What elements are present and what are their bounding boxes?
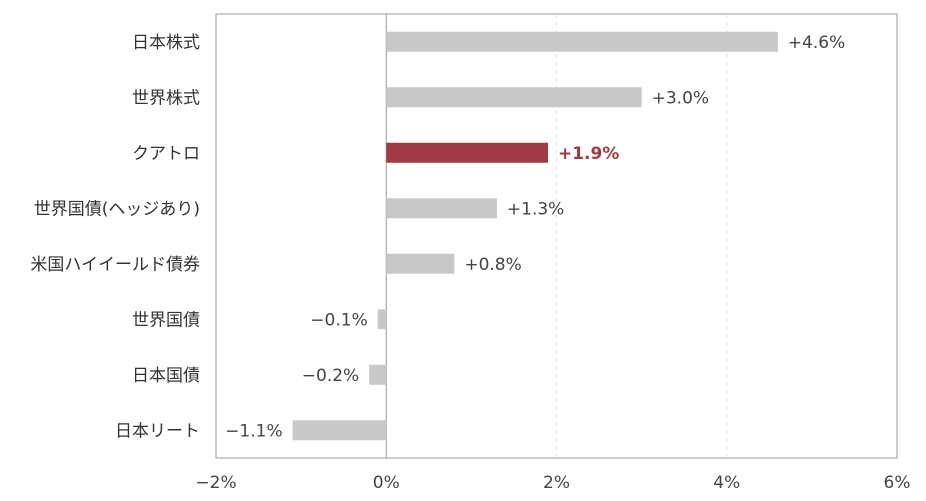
value-label: +4.6% bbox=[788, 33, 845, 53]
grid-layer bbox=[215, 13, 898, 459]
category-label: 世界国債(ヘッジあり) bbox=[34, 199, 200, 219]
x-tick-label: 4% bbox=[713, 473, 740, 493]
x-tick-label: 2% bbox=[543, 473, 570, 493]
category-label: 米国ハイイールド債券 bbox=[30, 255, 200, 275]
bar bbox=[386, 87, 642, 108]
bar bbox=[369, 364, 387, 385]
category-label: 日本国債 bbox=[132, 366, 200, 386]
bar bbox=[377, 309, 387, 330]
bar-layer bbox=[292, 31, 778, 441]
category-label: 日本株式 bbox=[132, 33, 200, 53]
bar bbox=[292, 420, 387, 441]
bar bbox=[386, 198, 497, 219]
x-axis-ticks: −2% 0% 2% 4% 6% bbox=[195, 473, 910, 493]
value-label: −1.1% bbox=[225, 421, 282, 441]
value-label: +1.3% bbox=[507, 199, 564, 219]
bar bbox=[386, 253, 455, 274]
x-tick-label: −2% bbox=[195, 473, 236, 493]
category-label: 世界株式 bbox=[132, 88, 200, 108]
x-tick-label: 6% bbox=[884, 473, 911, 493]
value-label: +0.8% bbox=[464, 255, 521, 275]
bar-highlight bbox=[386, 142, 548, 163]
bar bbox=[386, 31, 778, 52]
value-label: +3.0% bbox=[652, 88, 709, 108]
value-label: +1.9% bbox=[558, 144, 619, 164]
category-label: クアトロ bbox=[132, 144, 200, 164]
value-label: −0.2% bbox=[302, 366, 359, 386]
label-layer: 日本株式 +4.6% 世界株式 +3.0% クアトロ +1.9% 世界国債(ヘッジあり) +1… bbox=[30, 33, 845, 442]
category-label: 日本リート bbox=[115, 421, 200, 441]
x-tick-label: 0% bbox=[373, 473, 400, 493]
value-label: −0.1% bbox=[310, 310, 367, 330]
category-label: 世界国債 bbox=[132, 310, 200, 330]
